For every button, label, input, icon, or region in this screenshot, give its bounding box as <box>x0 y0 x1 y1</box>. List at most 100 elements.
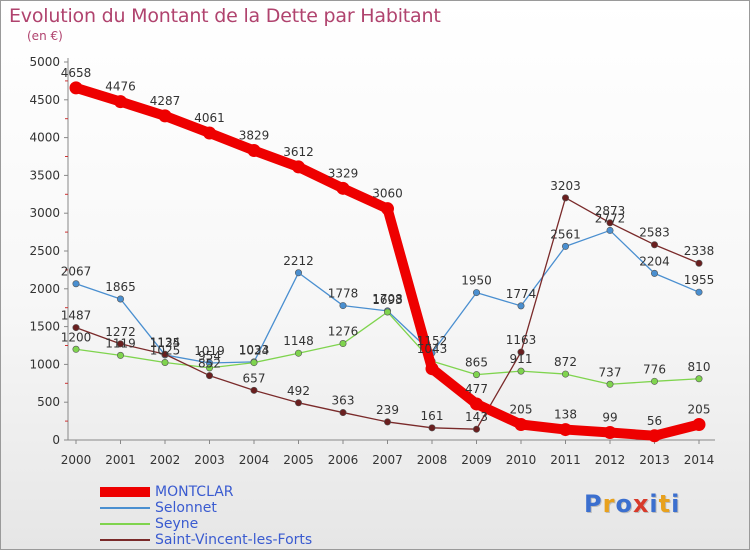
legend-swatch <box>100 539 150 541</box>
data-point <box>247 144 261 158</box>
legend-swatch <box>100 487 150 497</box>
data-point <box>517 348 525 356</box>
legend-label: Saint-Vincent-les-Forts <box>155 532 313 548</box>
x-tick-label: 2003 <box>194 453 225 467</box>
data-label: 1152 <box>417 334 448 348</box>
data-label: 1200 <box>61 330 92 344</box>
data-label: 1119 <box>105 336 136 350</box>
proxiti-logo: Proxiti <box>584 490 680 518</box>
data-point <box>339 302 347 310</box>
data-label: 852 <box>198 357 221 371</box>
logo-letter: i <box>671 490 681 518</box>
data-label: 1024 <box>239 344 270 358</box>
data-point <box>69 81 83 95</box>
data-point <box>472 425 480 433</box>
x-tick-label: 2008 <box>417 453 448 467</box>
data-point <box>250 359 258 367</box>
data-point <box>339 340 347 348</box>
data-label: 205 <box>688 403 711 417</box>
data-label: 2873 <box>595 204 626 218</box>
data-label: 1019 <box>194 344 225 358</box>
data-label: 1276 <box>328 325 359 339</box>
data-point <box>650 377 658 385</box>
data-point <box>117 351 125 359</box>
data-point <box>472 371 480 379</box>
data-point <box>695 259 703 267</box>
data-point <box>381 202 394 216</box>
data-label: 1865 <box>105 280 136 294</box>
data-label: 1272 <box>105 325 136 339</box>
data-point <box>161 350 169 358</box>
data-label: 4061 <box>194 111 225 125</box>
legend-swatch <box>100 507 150 509</box>
logo-letter: i <box>649 490 659 518</box>
y-tick-label: 1000 <box>29 357 60 371</box>
data-label: 1163 <box>506 333 537 347</box>
data-point <box>650 269 658 277</box>
legend-label: MONTCLAR <box>155 484 234 500</box>
x-tick-label: 2005 <box>283 453 314 467</box>
data-label: 2338 <box>684 244 715 258</box>
data-point <box>470 397 483 411</box>
data-point <box>517 367 525 375</box>
data-point <box>72 345 80 353</box>
data-point <box>603 426 617 440</box>
logo-letter: x <box>632 490 650 518</box>
data-point <box>250 386 258 394</box>
data-point <box>428 424 436 432</box>
data-point <box>294 269 302 277</box>
data-point <box>72 280 80 288</box>
data-label: 56 <box>647 414 662 428</box>
data-point <box>561 370 569 378</box>
data-label: 1774 <box>506 287 537 301</box>
data-point <box>161 359 169 367</box>
data-label: 872 <box>554 355 577 369</box>
data-point <box>561 242 569 250</box>
logo-letter: o <box>615 490 633 518</box>
data-label: 1693 <box>372 293 403 307</box>
y-tick-label: 5000 <box>29 55 60 69</box>
y-tick-label: 2000 <box>29 282 60 296</box>
data-label: 776 <box>643 362 666 376</box>
data-label: 138 <box>554 408 577 422</box>
data-label: 1778 <box>328 287 359 301</box>
x-tick-label: 2007 <box>372 453 403 467</box>
data-label: 3203 <box>550 179 581 193</box>
x-tick-label: 2013 <box>639 453 670 467</box>
data-label: 1487 <box>61 309 92 323</box>
x-tick-label: 2002 <box>150 453 181 467</box>
data-point <box>339 409 347 417</box>
x-tick-label: 2010 <box>506 453 537 467</box>
data-label: 99 <box>602 411 617 425</box>
x-tick-label: 2011 <box>550 453 581 467</box>
data-label: 1033 <box>239 343 270 357</box>
logo-letter: r <box>602 490 616 518</box>
data-label: 1134 <box>150 335 181 349</box>
legend-label: Selonnet <box>155 500 217 516</box>
data-point <box>695 288 703 296</box>
y-tick-label: 4000 <box>29 131 60 145</box>
data-label: 1043 <box>417 342 448 356</box>
y-tick-label: 4500 <box>29 93 60 107</box>
data-label: 737 <box>599 365 622 379</box>
data-label: 363 <box>332 394 355 408</box>
data-point <box>559 423 572 437</box>
data-label: 1955 <box>684 273 715 287</box>
data-label: 657 <box>243 371 266 385</box>
data-label: 492 <box>287 384 310 398</box>
data-label: 3612 <box>283 145 314 159</box>
data-label: 954 <box>198 349 221 363</box>
data-label: 1125 <box>150 336 181 350</box>
data-point <box>606 226 614 234</box>
x-tick-label: 2000 <box>61 453 92 467</box>
data-label: 1950 <box>461 274 492 288</box>
data-label: 2067 <box>61 265 92 279</box>
data-label: 1148 <box>283 334 314 348</box>
data-label: 2772 <box>595 211 626 225</box>
y-tick-label: 1500 <box>29 320 60 334</box>
data-label: 810 <box>688 360 711 374</box>
data-label: 205 <box>510 403 533 417</box>
data-label: 4658 <box>61 66 92 80</box>
data-point <box>294 349 302 357</box>
